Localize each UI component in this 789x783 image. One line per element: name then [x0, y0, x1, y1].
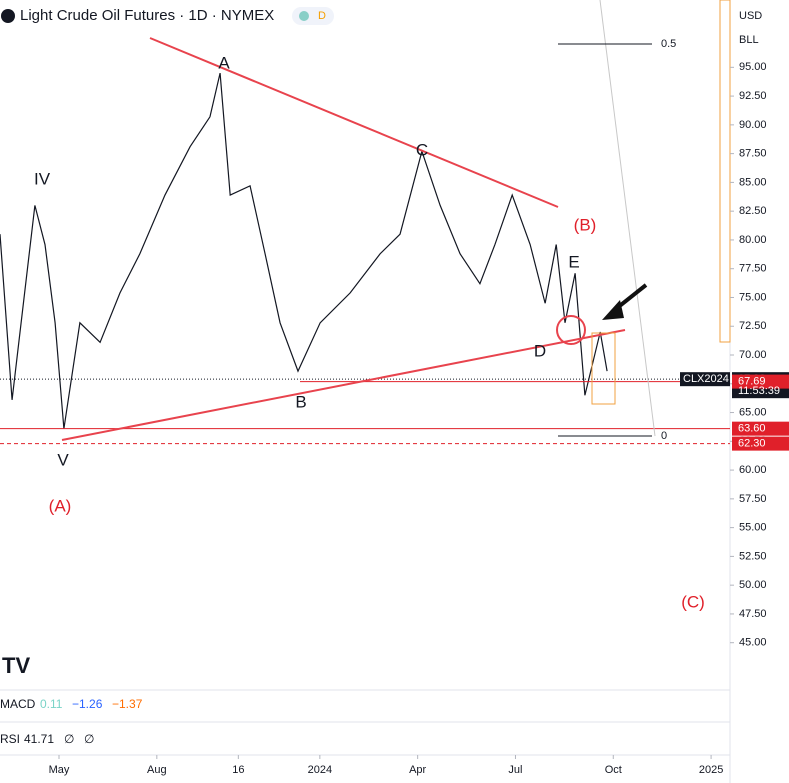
price-tag: [732, 421, 789, 436]
badge: [292, 7, 334, 25]
arrow-head: [602, 300, 624, 320]
y-tick-label: 50.00: [739, 579, 767, 591]
indicator-value: ∅: [64, 732, 74, 746]
wave-label: (C): [681, 592, 705, 611]
wave-label: IV: [34, 169, 51, 188]
badge-dot: [299, 11, 309, 21]
currency[interactable]: USD: [739, 10, 762, 22]
price-tag-label: 62.30: [738, 438, 766, 450]
y-tick-label: 82.50: [739, 205, 767, 217]
range-box: [719, 0, 731, 343]
x-tick-label: 2024: [308, 764, 332, 776]
y-tick-label: 95.00: [739, 61, 767, 73]
price-tag-label: 67.69: [738, 376, 766, 388]
unit[interactable]: BLL: [739, 34, 759, 46]
indicator-value: ∅: [84, 732, 94, 746]
indicator-value: −1.26: [72, 697, 103, 711]
y-tick-label: 77.50: [739, 263, 767, 275]
wave-label: (A): [49, 496, 72, 515]
wave-label: V: [57, 450, 69, 469]
y-tick-label: 80.00: [739, 234, 767, 246]
countdown: 11:53:39: [738, 385, 780, 397]
y-tick-label: 55.00: [739, 522, 767, 534]
y-tick-label: 87.50: [739, 148, 767, 160]
wave-label: (B): [574, 215, 597, 234]
x-tick-label: 16: [232, 764, 244, 776]
badge-label: D: [318, 10, 326, 22]
wave-label: E: [568, 252, 579, 271]
y-tick-label: 75.00: [739, 291, 767, 303]
y-tick-label: 85.00: [739, 176, 767, 188]
fib-label: 0.5: [661, 38, 676, 50]
indicator-name: MACD: [0, 697, 36, 711]
price-tag: [732, 374, 789, 389]
y-tick-label: 47.50: [739, 608, 767, 620]
x-tick-label: 2025: [699, 764, 723, 776]
header-title: Light Crude Oil Futures · 1D · NYMEX: [20, 7, 274, 24]
indicator-value: 41.71: [24, 732, 54, 746]
price-tag-label: 63.60: [738, 423, 766, 435]
highlight-box: [591, 332, 616, 405]
x-tick-label: Jul: [508, 764, 522, 776]
x-tick-label: Oct: [605, 764, 622, 776]
indicator-value: 0.11: [40, 697, 63, 711]
y-tick-label: 92.50: [739, 90, 767, 102]
x-tick-label: Aug: [147, 764, 167, 776]
highlight-circle: [556, 315, 586, 345]
y-tick-label: 52.50: [739, 550, 767, 562]
y-tick-label: 57.50: [739, 493, 767, 505]
logo: TV: [2, 653, 30, 678]
symbol-icon: [1, 9, 15, 23]
fib-diagonal: [599, 0, 656, 437]
x-tick-label: Apr: [409, 764, 426, 776]
series-tag-label: CLX2024: [683, 373, 729, 385]
x-tick-label: May: [49, 764, 70, 776]
y-tick-label: 60.00: [739, 464, 767, 476]
price-line: [0, 72, 608, 429]
y-tick-label: 72.50: [739, 320, 767, 332]
y-tick-label: 70.00: [739, 349, 767, 361]
wave-label: A: [218, 53, 230, 72]
y-tick-label: 90.00: [739, 119, 767, 131]
wave-label: D: [534, 341, 546, 360]
y-tick-label: 45.00: [739, 637, 767, 649]
y-tick-label: 65.00: [739, 406, 767, 418]
price-tag: [732, 436, 789, 451]
indicator-value: −1.37: [112, 697, 143, 711]
wave-label: B: [295, 392, 306, 411]
trendline: [149, 37, 559, 208]
indicator-name: RSI: [0, 732, 20, 746]
series-tag: [680, 372, 730, 387]
trendline: [61, 329, 626, 441]
wave-label: C: [416, 140, 428, 159]
fib-label: 0: [661, 430, 667, 442]
